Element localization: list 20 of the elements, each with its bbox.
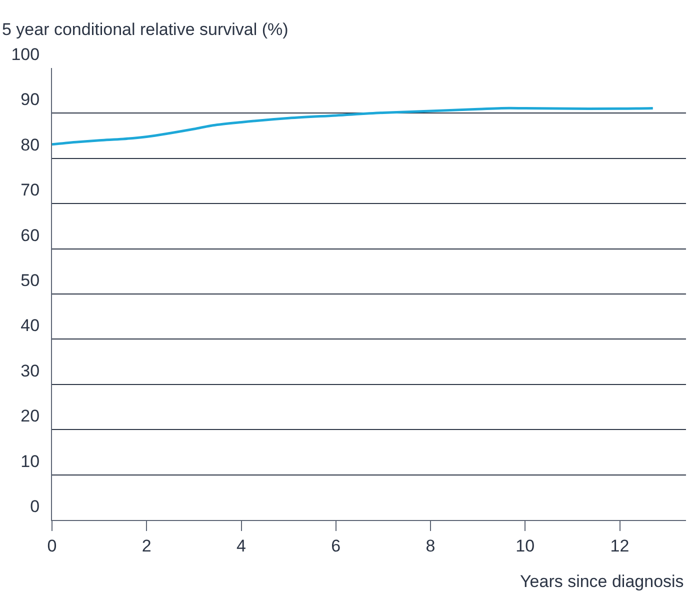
x-tick-label: 4 (236, 536, 246, 556)
y-tick-label: 80 (20, 135, 40, 154)
y-tick-label: 90 (20, 90, 40, 110)
x-tick-label: 0 (47, 536, 57, 556)
y-tick-label: 50 (20, 270, 40, 290)
y-tick-label: 30 (20, 361, 40, 380)
x-tick-label: 8 (426, 536, 436, 556)
y-tick-label: 20 (20, 406, 40, 426)
x-tick-label: 10 (516, 536, 535, 556)
y-tick-label: 40 (20, 316, 40, 336)
y-tick-label: 0 (30, 496, 40, 516)
x-tick-label: 6 (331, 536, 341, 556)
y-tick-label: 100 (11, 44, 40, 64)
x-axis-title: Years since diagnosis (520, 572, 684, 591)
x-tick-label: 2 (142, 536, 152, 556)
x-tick-label: 12 (610, 536, 630, 556)
y-axis-title: 5 year conditional relative survival (%) (2, 20, 288, 39)
y-tick-label: 10 (20, 452, 40, 471)
y-tick-label: 60 (20, 226, 40, 245)
y-tick-label: 70 (20, 180, 40, 200)
